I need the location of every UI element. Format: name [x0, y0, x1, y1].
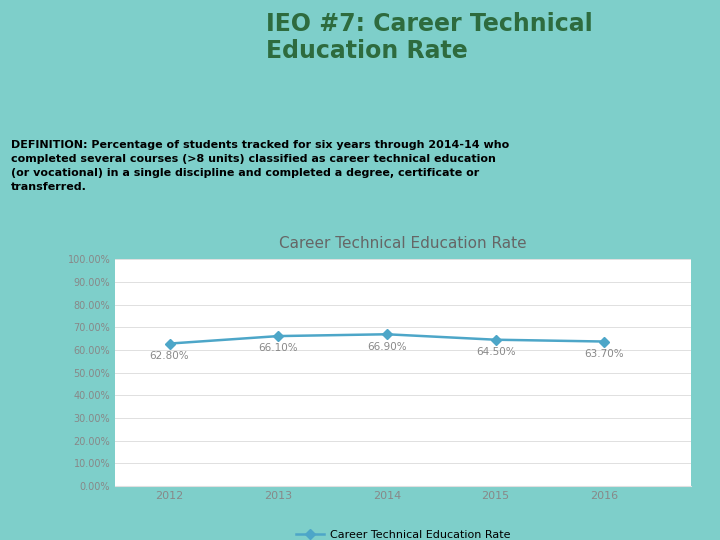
Title: Career Technical Education Rate: Career Technical Education Rate [279, 236, 527, 251]
Text: 66.90%: 66.90% [367, 341, 407, 352]
Text: IEO #7: Career Technical
Education Rate: IEO #7: Career Technical Education Rate [266, 12, 593, 64]
Text: 62.80%: 62.80% [150, 351, 189, 361]
Career Technical Education Rate [274, 333, 282, 339]
Career Technical Education Rate [600, 338, 608, 345]
Legend: Career Technical Education Rate: Career Technical Education Rate [292, 525, 515, 540]
Text: DEFINITION: Percentage of students tracked for six years through 2014-14 who
com: DEFINITION: Percentage of students track… [11, 140, 509, 192]
Text: 64.50%: 64.50% [476, 347, 516, 357]
Text: 63.70%: 63.70% [585, 349, 624, 359]
Line: Career Technical Education Rate: Career Technical Education Rate [166, 331, 608, 347]
Text: 66.10%: 66.10% [258, 343, 298, 353]
Career Technical Education Rate [165, 340, 174, 347]
Career Technical Education Rate [491, 336, 500, 343]
Career Technical Education Rate [382, 331, 391, 338]
